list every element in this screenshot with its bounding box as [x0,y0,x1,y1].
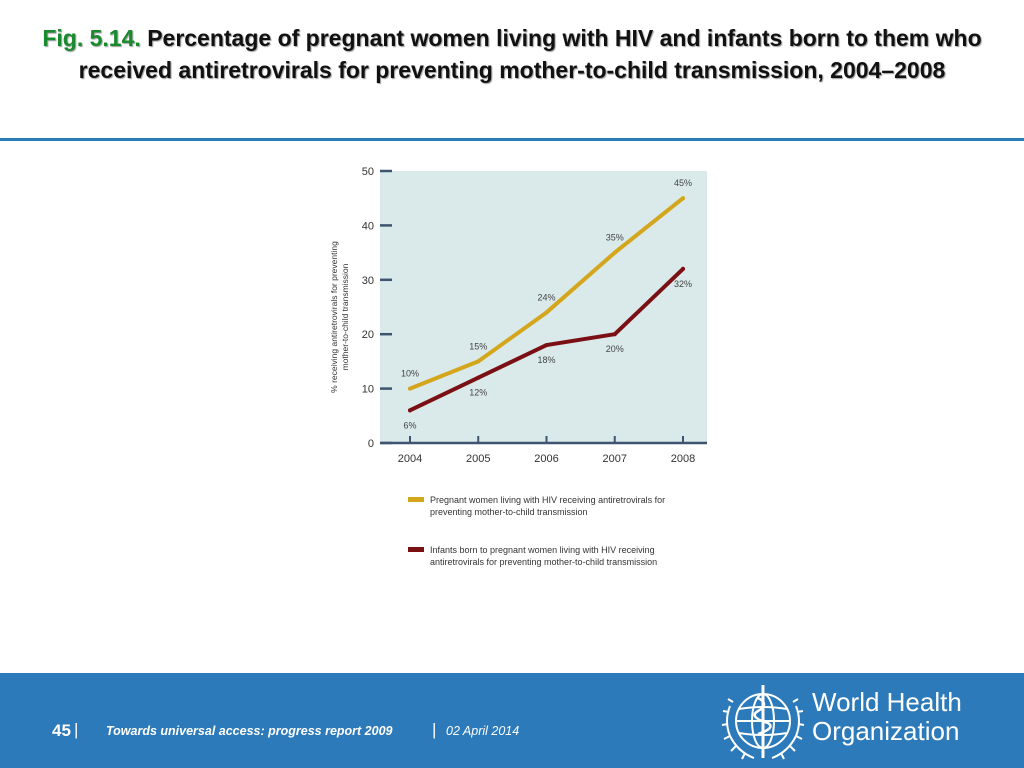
data-label: 10% [401,369,419,379]
legend-label: antiretrovirals for preventing mother-to… [430,557,657,567]
x-tick-label: 2005 [466,453,490,465]
data-point [408,408,412,413]
data-label: 20% [606,344,624,354]
title-divider [0,138,1024,141]
line-chart: 0 10 20 30 40 50 2004 2005 2006 2007 2008 % receivi… [329,166,707,567]
y-axis-label: % receiving antiretrovirals for preventi… [329,241,350,393]
y-tick-label: 30 [362,275,374,287]
x-tick-label: 2006 [534,453,558,465]
data-point [681,266,685,271]
y-tick-label: 50 [362,166,374,178]
y-axis-label-line: mother-to-child transmission [340,263,350,370]
x-tick-label: 2008 [671,453,695,465]
data-label: 35% [606,233,624,243]
who-name-line1: World Health [812,687,962,717]
footer-bar: 45 | Towards universal access: progress … [0,673,1024,768]
report-date: 02 April 2014 [446,724,520,738]
slide-title: Fig. 5.14. Percentage of pregnant women … [0,22,1024,86]
y-axis-label-line: % receiving antiretrovirals for preventi… [329,241,339,393]
y-tick-label: 20 [362,329,374,341]
x-tick-label: 2004 [398,453,422,465]
data-point [544,310,549,315]
x-tick-label: 2007 [603,453,627,465]
data-label: 6% [403,420,416,430]
footer-separator: | [432,720,437,739]
data-label: 24% [537,292,555,302]
data-point [408,386,412,391]
figure-title: Percentage of pregnant women living with… [78,25,982,83]
legend-label: Infants born to pregnant women living wi… [430,545,655,555]
who-emblem-icon [721,685,805,760]
legend-swatch [408,497,424,502]
data-point [476,375,481,380]
data-point [544,343,549,348]
who-name: World Health Organization [812,688,962,746]
page-number: 45 [52,721,71,740]
legend-swatch [408,547,424,552]
footer-separator: | [74,720,79,739]
report-title: Towards universal access: progress repor… [106,724,393,738]
y-tick-label: 10 [362,384,374,396]
data-label: 12% [469,388,487,398]
who-name-line2: Organization [812,716,960,746]
data-label: 15% [469,341,487,351]
data-point [476,359,481,364]
figure-label: Fig. 5.14. [42,25,141,51]
y-tick-label: 40 [362,220,374,232]
data-label: 45% [674,178,692,188]
data-point [681,196,685,201]
data-label: 18% [537,355,555,365]
data-label: 32% [674,279,692,289]
legend-label: Pregnant women living with HIV receiving… [430,495,665,505]
data-point [612,332,617,337]
legend-label: preventing mother-to-child transmission [430,507,588,517]
y-tick-label: 0 [368,438,374,450]
data-point [612,250,617,255]
